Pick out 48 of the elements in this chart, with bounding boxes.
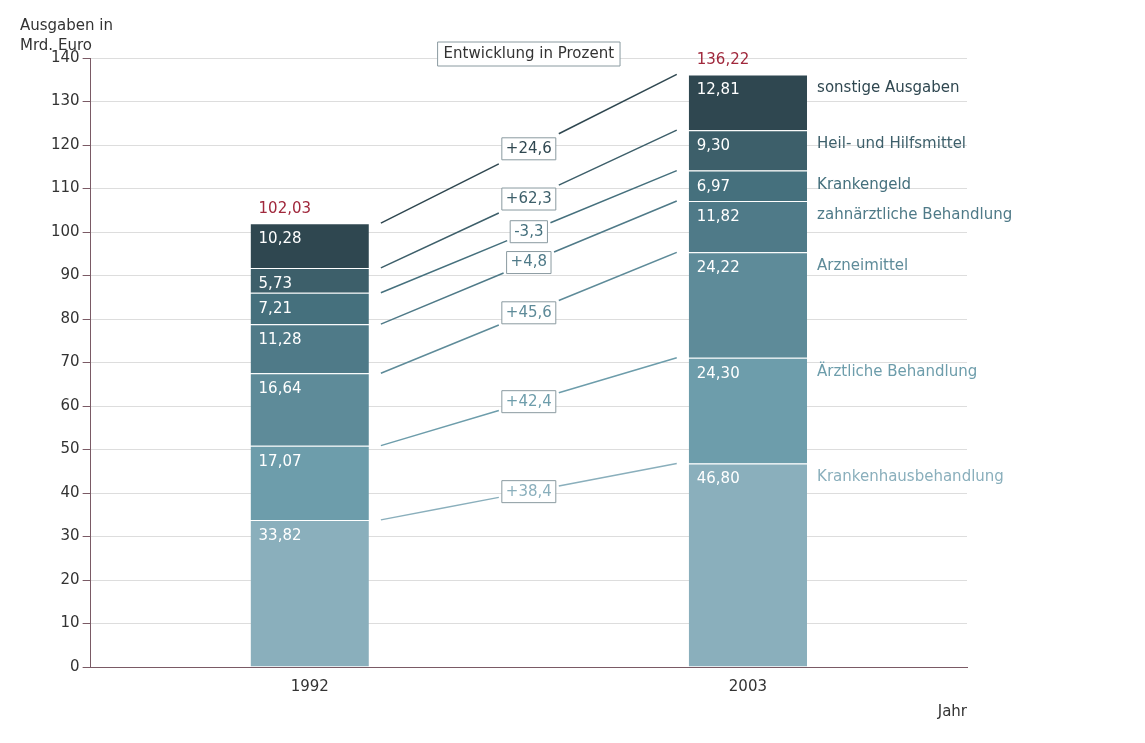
data-label: 11,82 xyxy=(696,206,740,225)
annotation: Entwicklung in Prozent xyxy=(443,43,615,62)
data-label: 17,07 xyxy=(258,451,302,470)
data-label: 10,28 xyxy=(258,229,302,248)
data-label: 46,80 xyxy=(696,469,740,488)
data-label: 24,22 xyxy=(696,258,740,277)
series-label: Heil- und Hilfsmittel xyxy=(817,134,967,153)
total-label: 136,22 xyxy=(696,50,750,69)
y-tick-label: 10 xyxy=(60,613,80,632)
series-label: sonstige Ausgaben xyxy=(817,78,960,97)
series-label: zahnärztliche Behandlung xyxy=(817,204,1013,223)
y-tick-label: 20 xyxy=(60,569,80,588)
annotation: +42,4 xyxy=(505,391,552,410)
y-tick-label: 50 xyxy=(60,439,80,458)
x-axis-title: Jahr xyxy=(936,701,968,720)
annotation: +4,8 xyxy=(510,252,548,271)
series-label: Arzneimittel xyxy=(817,256,909,275)
annotation: +62,3 xyxy=(505,188,552,207)
x-tick-label: 2003 xyxy=(728,676,767,695)
data-label: 24,30 xyxy=(696,363,740,382)
y-tick-label: 70 xyxy=(60,352,80,371)
series-label: Ärztliche Behandlung xyxy=(817,360,978,380)
y-tick-label: 60 xyxy=(60,395,80,414)
annotation: +24,6 xyxy=(505,138,552,157)
annotation: +38,4 xyxy=(505,481,552,500)
y-tick-label: 0 xyxy=(70,656,80,675)
y-tick-label: 130 xyxy=(50,91,80,110)
series-label: Krankengeld xyxy=(817,174,912,193)
data-label: 5,73 xyxy=(258,273,292,292)
y-tick-label: 80 xyxy=(60,308,80,327)
data-label: 9,30 xyxy=(696,136,731,155)
data-label: 16,64 xyxy=(258,379,302,398)
annotation: +45,6 xyxy=(505,302,552,321)
data-label: 33,82 xyxy=(258,525,302,544)
total-label: 102,03 xyxy=(258,199,312,218)
y-tick-label: 110 xyxy=(50,178,80,197)
data-label: 12,81 xyxy=(696,80,740,99)
y-tick-label: 120 xyxy=(50,134,80,153)
series-label: Krankenhausbehandlung xyxy=(817,467,1004,486)
data-label: 6,97 xyxy=(696,176,731,195)
x-tick-label: 1992 xyxy=(290,676,329,695)
y-tick-label: 100 xyxy=(50,221,80,240)
y-tick-label: 40 xyxy=(60,482,80,501)
data-label: 7,21 xyxy=(258,298,292,317)
data-label: 11,28 xyxy=(258,330,302,349)
y-tick-label: 90 xyxy=(60,265,80,284)
y-tick-label: 30 xyxy=(60,526,80,545)
annotation: -3,3 xyxy=(514,221,544,240)
